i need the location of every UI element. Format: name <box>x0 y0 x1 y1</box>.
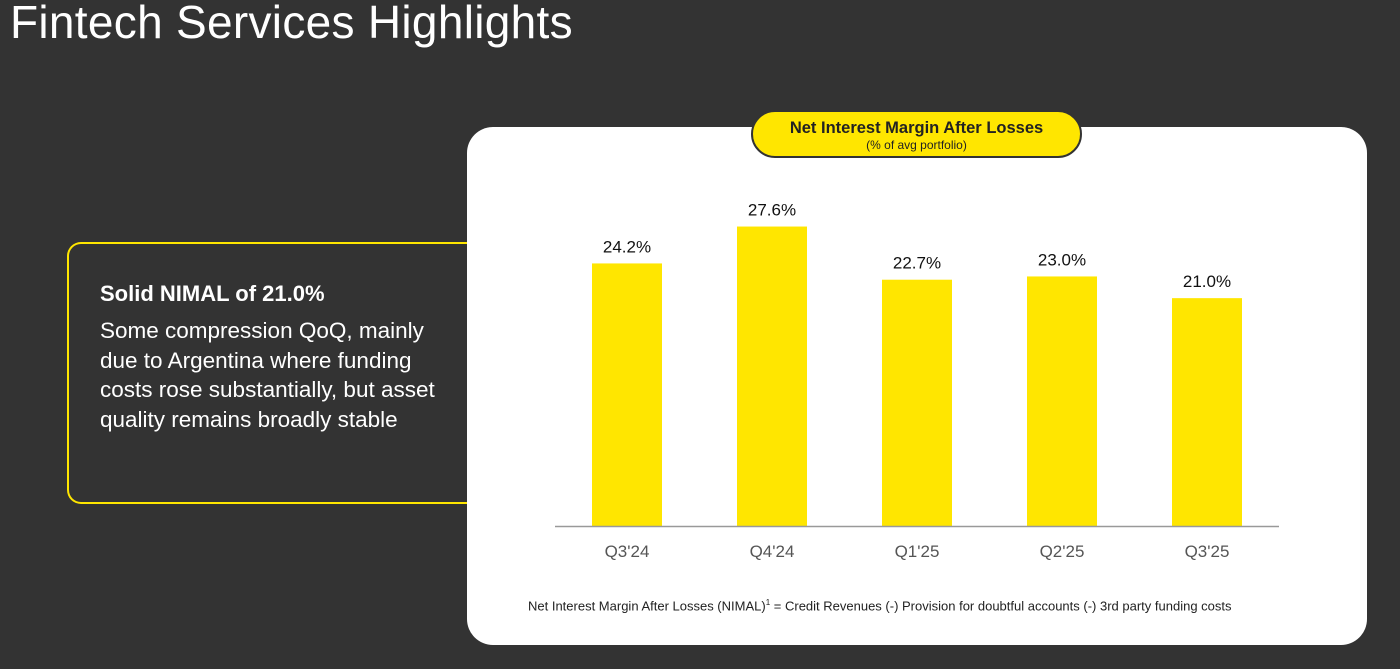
data-label-1: 27.6% <box>748 201 796 220</box>
bar-4 <box>1172 298 1242 526</box>
footnote: Net Interest Margin After Losses (NIMAL)… <box>528 598 1328 613</box>
data-label-4: 21.0% <box>1183 272 1231 291</box>
data-label-2: 22.7% <box>893 254 941 273</box>
bar-0 <box>592 263 662 526</box>
footnote-lead: Net Interest Margin After Losses (NIMAL) <box>528 598 766 614</box>
chart-subtitle: (% of avg portfolio) <box>866 138 967 152</box>
callout-body: Some compression QoQ, mainly due to Arge… <box>100 318 435 432</box>
bar-1 <box>737 226 807 527</box>
footnote-marker: 1 <box>765 598 771 607</box>
page-title: Fintech Services Highlights <box>10 0 573 48</box>
x-tick-label-1: Q4'24 <box>750 542 795 561</box>
x-tick-label-4: Q3'25 <box>1185 542 1230 561</box>
callout-box <box>67 242 487 504</box>
x-tick-label-2: Q1'25 <box>895 542 940 561</box>
data-label-3: 23.0% <box>1038 250 1086 269</box>
bar-2 <box>882 279 952 526</box>
chart-title-badge: Net Interest Margin After Losses (% of a… <box>751 110 1082 158</box>
x-tick-label-0: Q3'24 <box>605 542 650 561</box>
data-label-0: 24.2% <box>603 237 651 256</box>
footnote-formula: = Credit Revenues (-) Provision for doub… <box>770 598 1232 614</box>
x-tick-label-3: Q2'25 <box>1040 542 1085 561</box>
chart-title: Net Interest Margin After Losses <box>789 119 1044 137</box>
bar-3 <box>1027 276 1097 526</box>
callout-heading: Solid NIMAL of 21.0% <box>100 281 325 306</box>
